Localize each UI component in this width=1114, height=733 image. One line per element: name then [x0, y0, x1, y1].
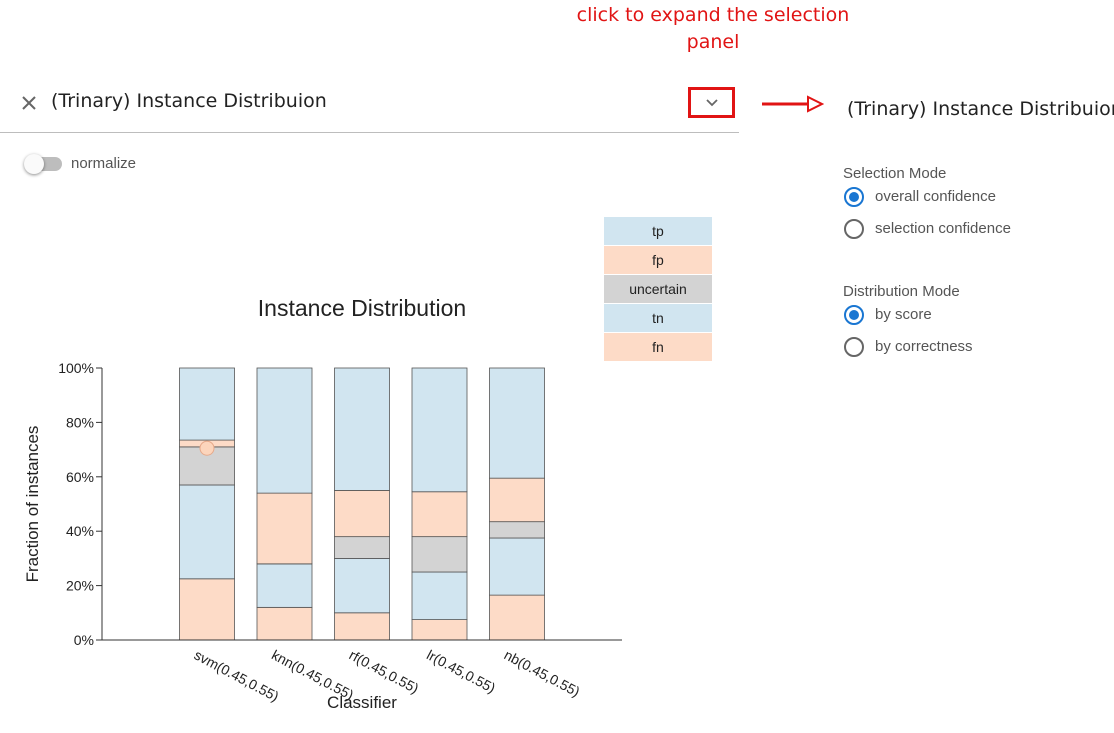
arrow-right-icon — [762, 95, 824, 113]
radio-label: selection confidence — [875, 220, 1011, 237]
annotation-line-1: click to expand the selection — [576, 4, 850, 26]
y-axis-label: Fraction of instances — [23, 426, 42, 583]
bar-segment-fp — [334, 489, 390, 538]
y-tick-label: 0% — [74, 632, 94, 648]
instance-distribution-chart: Instance Distribution 0% 20% 40% 60% 80% 100%… — [23, 295, 622, 712]
chevron-down-icon — [706, 99, 718, 107]
radio-button — [844, 187, 864, 207]
legend-item-fn: fn — [604, 333, 712, 361]
close-icon[interactable] — [18, 92, 40, 114]
radio-button — [844, 305, 864, 325]
bar-segment-uncertain — [411, 536, 468, 573]
bar-segment-fn — [489, 594, 545, 641]
bar-segment-tn — [489, 537, 545, 596]
bar-segment-fp — [411, 491, 468, 538]
bar-segment-tp — [489, 367, 545, 479]
panel-title: (Trinary) Instance Distribuion — [51, 90, 327, 112]
selection-marker[interactable] — [199, 440, 215, 456]
legend-item-fp: fp — [604, 246, 712, 274]
radio-button — [844, 219, 864, 239]
y-tick-label: 40% — [66, 523, 94, 539]
selection-panel-title: (Trinary) Instance Distribuion — [847, 98, 1114, 120]
x-tick-label: nb(0.45,0.55) — [502, 647, 583, 700]
y-tick-label: 100% — [58, 360, 94, 376]
bar-segment-fp — [256, 492, 313, 565]
normalize-toggle[interactable] — [24, 154, 64, 174]
radio-label: by correctness — [875, 338, 973, 355]
annotation-line-2: panel — [686, 31, 740, 53]
legend-item-tn: tn — [604, 304, 712, 332]
bar-segment-tp — [256, 367, 313, 494]
expand-hint-annotation: click to expand the selection panel — [572, 2, 854, 56]
x-axis-label: Classifier — [327, 693, 397, 712]
bar-segment-uncertain — [489, 521, 545, 539]
bar-segment-tn — [179, 484, 235, 580]
selection-mode-label: Selection Mode — [843, 165, 947, 182]
bar-segment-tp — [334, 367, 390, 491]
toggle-thumb — [24, 154, 44, 174]
bar-segment-tp — [411, 367, 468, 493]
bar-segment-uncertain — [334, 536, 390, 559]
panel-header: (Trinary) Instance Distribuion — [0, 78, 739, 133]
y-tick-label: 20% — [66, 578, 94, 594]
normalize-label: normalize — [71, 155, 137, 172]
bar-segment-fn — [256, 606, 313, 641]
radio-label: by score — [875, 306, 932, 323]
bar-segment-tn — [411, 571, 468, 620]
bar-segment-fp — [489, 477, 545, 523]
radio-label: overall confidence — [875, 188, 996, 205]
x-tick-label: rf(0.45,0.55) — [347, 647, 422, 697]
bar-segment-fn — [179, 578, 235, 641]
x-tick-label: svm(0.45,0.55) — [192, 647, 282, 705]
legend-item-tp: tp — [604, 217, 712, 245]
chart-title: Instance Distribution — [258, 295, 466, 321]
bar-segment-fn — [334, 612, 390, 641]
bar-segment-tn — [334, 557, 390, 614]
x-tick-label: lr(0.45,0.55) — [424, 647, 498, 697]
expand-panel-button[interactable] — [688, 87, 735, 118]
legend-item-uncertain: uncertain — [604, 275, 712, 303]
bar-segment-fn — [411, 619, 468, 641]
bar-segment-tp — [179, 367, 235, 441]
y-tick-label: 80% — [66, 414, 94, 430]
radio-button — [844, 337, 864, 357]
distribution-mode-label: Distribution Mode — [843, 283, 960, 300]
y-tick-label: 60% — [66, 469, 94, 485]
bar-segment-tn — [256, 563, 313, 608]
chart-legend: tp fp uncertain tn fn — [604, 217, 712, 362]
